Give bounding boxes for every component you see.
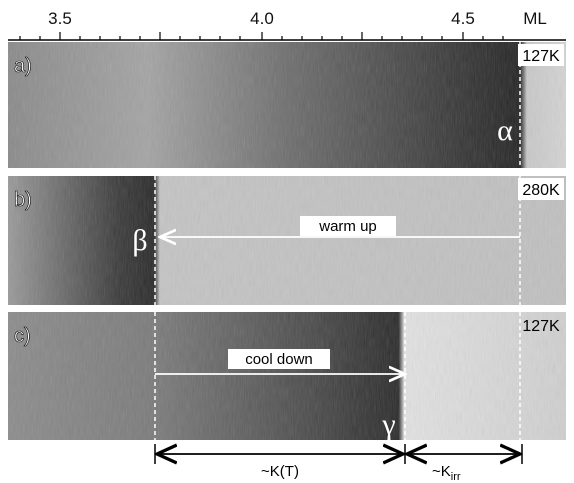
panel-label: c) bbox=[14, 325, 31, 347]
k-irr-main: ~K bbox=[432, 463, 451, 480]
panel-c bbox=[8, 312, 566, 440]
panel-label: b) bbox=[14, 189, 32, 211]
panel-label: a) bbox=[14, 55, 32, 77]
temp-box bbox=[518, 44, 564, 66]
cool-down-label: cool down bbox=[245, 351, 313, 368]
marker-alpha: α bbox=[497, 114, 513, 147]
k-t-label: ~K(T) bbox=[261, 463, 299, 480]
axis-tick-label: 4.5 bbox=[451, 9, 475, 28]
marker-gamma: γ bbox=[381, 408, 395, 441]
axis-unit: ML bbox=[523, 9, 547, 28]
temperature: 127K bbox=[522, 318, 560, 335]
axis-tick-label: 3.5 bbox=[48, 9, 72, 28]
k-irr-label: ~Kirr bbox=[432, 463, 461, 483]
temperature: 280K bbox=[522, 182, 560, 199]
label-box bbox=[228, 349, 330, 369]
axis-ticks bbox=[19, 32, 504, 40]
marker-beta: β bbox=[132, 224, 147, 257]
k-irr-sub: irr bbox=[451, 471, 461, 483]
panel-a bbox=[8, 42, 566, 168]
temp-box bbox=[518, 178, 564, 200]
panel-b bbox=[8, 176, 566, 305]
boundary-lines bbox=[154, 42, 521, 455]
label-box bbox=[300, 216, 396, 236]
axis-tick-label: 4.0 bbox=[250, 9, 274, 28]
warm-up-label: warm up bbox=[318, 218, 377, 235]
temperature: 127K bbox=[522, 48, 560, 65]
